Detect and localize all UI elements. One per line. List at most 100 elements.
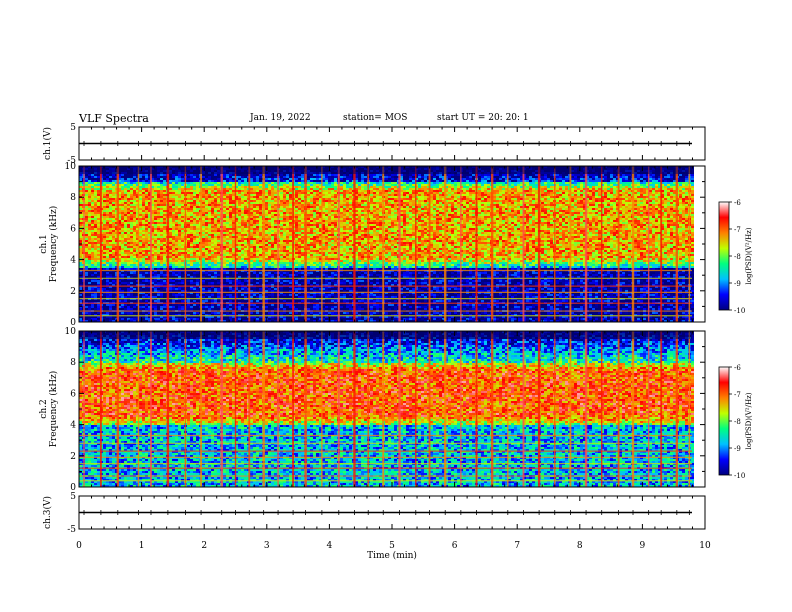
spectrogram-cell xyxy=(544,192,547,194)
spectrogram-cell xyxy=(271,202,274,204)
spectrogram-cell xyxy=(574,198,577,200)
spectrogram-cell xyxy=(478,200,481,202)
spectrogram-cell xyxy=(391,190,394,192)
spectrogram-cell xyxy=(451,188,454,190)
spectrogram-cell xyxy=(361,206,364,208)
spectrogram-cell xyxy=(127,204,130,206)
spectrogram-cell xyxy=(424,200,427,202)
spectrogram-cell xyxy=(604,212,607,214)
spectrogram-cell xyxy=(370,208,373,210)
spectrogram-cell xyxy=(529,184,532,186)
spectrogram-cell xyxy=(316,184,319,186)
spectrogram-cell xyxy=(340,178,343,180)
spectrogram-cell xyxy=(331,174,334,176)
spectrogram-cell xyxy=(457,204,460,206)
spectrogram-cell xyxy=(175,210,178,212)
spectrogram-cell xyxy=(145,198,148,200)
spectrogram-cell xyxy=(487,192,490,194)
spectrogram-cell xyxy=(343,212,346,214)
spectrogram-cell xyxy=(373,198,376,200)
spectrogram-cell xyxy=(196,190,199,192)
spectrogram-cell xyxy=(343,176,346,178)
spectrogram-cell xyxy=(334,194,337,196)
spectrogram-cell xyxy=(349,198,352,200)
spectrogram-cell xyxy=(457,186,460,188)
spectrogram-cell xyxy=(439,212,442,214)
spectrogram-cell xyxy=(532,206,535,208)
spectrogram-cell xyxy=(175,194,178,196)
spectrogram-cell xyxy=(109,214,112,216)
spectrogram-cell xyxy=(376,176,379,178)
spectrogram-cell xyxy=(328,178,331,180)
spectrogram-cell xyxy=(214,204,217,206)
spectrogram-cell xyxy=(385,180,388,182)
spectrogram-cell xyxy=(190,198,193,200)
spectrogram-cell xyxy=(229,188,232,190)
spectrogram-cell xyxy=(253,202,256,204)
spectrogram-cell xyxy=(280,180,283,182)
spectrogram-cell xyxy=(589,196,592,198)
spectrogram-cell xyxy=(229,194,232,196)
spectrogram-cell xyxy=(145,206,148,208)
spectrogram-cell xyxy=(478,196,481,198)
spectrogram-cell xyxy=(463,212,466,214)
spectrogram-cell xyxy=(196,182,199,184)
spectrogram-cell xyxy=(358,174,361,176)
spectrogram-cell xyxy=(481,180,484,182)
spectrogram-cell xyxy=(451,208,454,210)
spectrogram-cell xyxy=(187,206,190,208)
spectrogram-cell xyxy=(409,184,412,186)
spectrogram-cell xyxy=(649,186,652,188)
spectrogram-cell xyxy=(511,178,514,180)
spectrogram-cell xyxy=(496,200,499,202)
spectrogram-cell xyxy=(613,198,616,200)
spectrogram-cell xyxy=(172,194,175,196)
spectrogram-cell xyxy=(559,178,562,180)
spectrogram-cell xyxy=(418,182,421,184)
spectrogram-cell xyxy=(268,204,271,206)
spectrogram-cell xyxy=(634,204,637,206)
spectrogram-cell xyxy=(511,206,514,208)
spectrogram-cell xyxy=(691,176,694,178)
spectrogram-cell xyxy=(493,212,496,214)
spectrogram-cell xyxy=(433,208,436,210)
spectrogram-cell xyxy=(571,178,574,180)
spectrogram-cell xyxy=(541,196,544,198)
spectrogram-cell xyxy=(388,202,391,204)
spectrogram-cell xyxy=(223,206,226,208)
spectrogram-cell xyxy=(679,174,682,176)
spectrogram-cell xyxy=(298,202,301,204)
spectrogram-cell xyxy=(484,174,487,176)
spectrogram-cell xyxy=(532,210,535,212)
spectrogram-cell xyxy=(547,190,550,192)
spectrogram-cell xyxy=(685,178,688,180)
spectrogram-cell xyxy=(250,186,253,188)
spectrogram-cell xyxy=(466,212,469,214)
spectrogram-cell xyxy=(208,198,211,200)
spectrogram-cell xyxy=(139,202,142,204)
spectrogram-cell xyxy=(487,176,490,178)
spectrogram-cell xyxy=(268,200,271,202)
spectrogram-cell xyxy=(286,182,289,184)
spectrogram-cell xyxy=(361,184,364,186)
spectrogram-cell xyxy=(424,212,427,214)
spectrogram-cell xyxy=(193,208,196,210)
spectrogram-cell xyxy=(85,176,88,178)
spectrogram-cell xyxy=(250,184,253,186)
spectrogram-cell xyxy=(283,178,286,180)
spectrogram-cell xyxy=(412,182,415,184)
spectrogram-cell xyxy=(274,208,277,210)
spectrogram-cell xyxy=(589,212,592,214)
spectrogram-cell xyxy=(169,174,172,176)
spectrogram-cell xyxy=(88,204,91,206)
spectrogram-cell xyxy=(256,202,259,204)
spectrogram-cell xyxy=(541,198,544,200)
spectrogram-cell xyxy=(526,192,529,194)
spectrogram-cell xyxy=(565,186,568,188)
spectrogram-cell xyxy=(682,212,685,214)
spectrogram-cell xyxy=(565,180,568,182)
spectrogram-cell xyxy=(295,212,298,214)
spectrogram-cell xyxy=(346,176,349,178)
spectrogram-cell xyxy=(349,192,352,194)
spectrogram-cell xyxy=(511,200,514,202)
